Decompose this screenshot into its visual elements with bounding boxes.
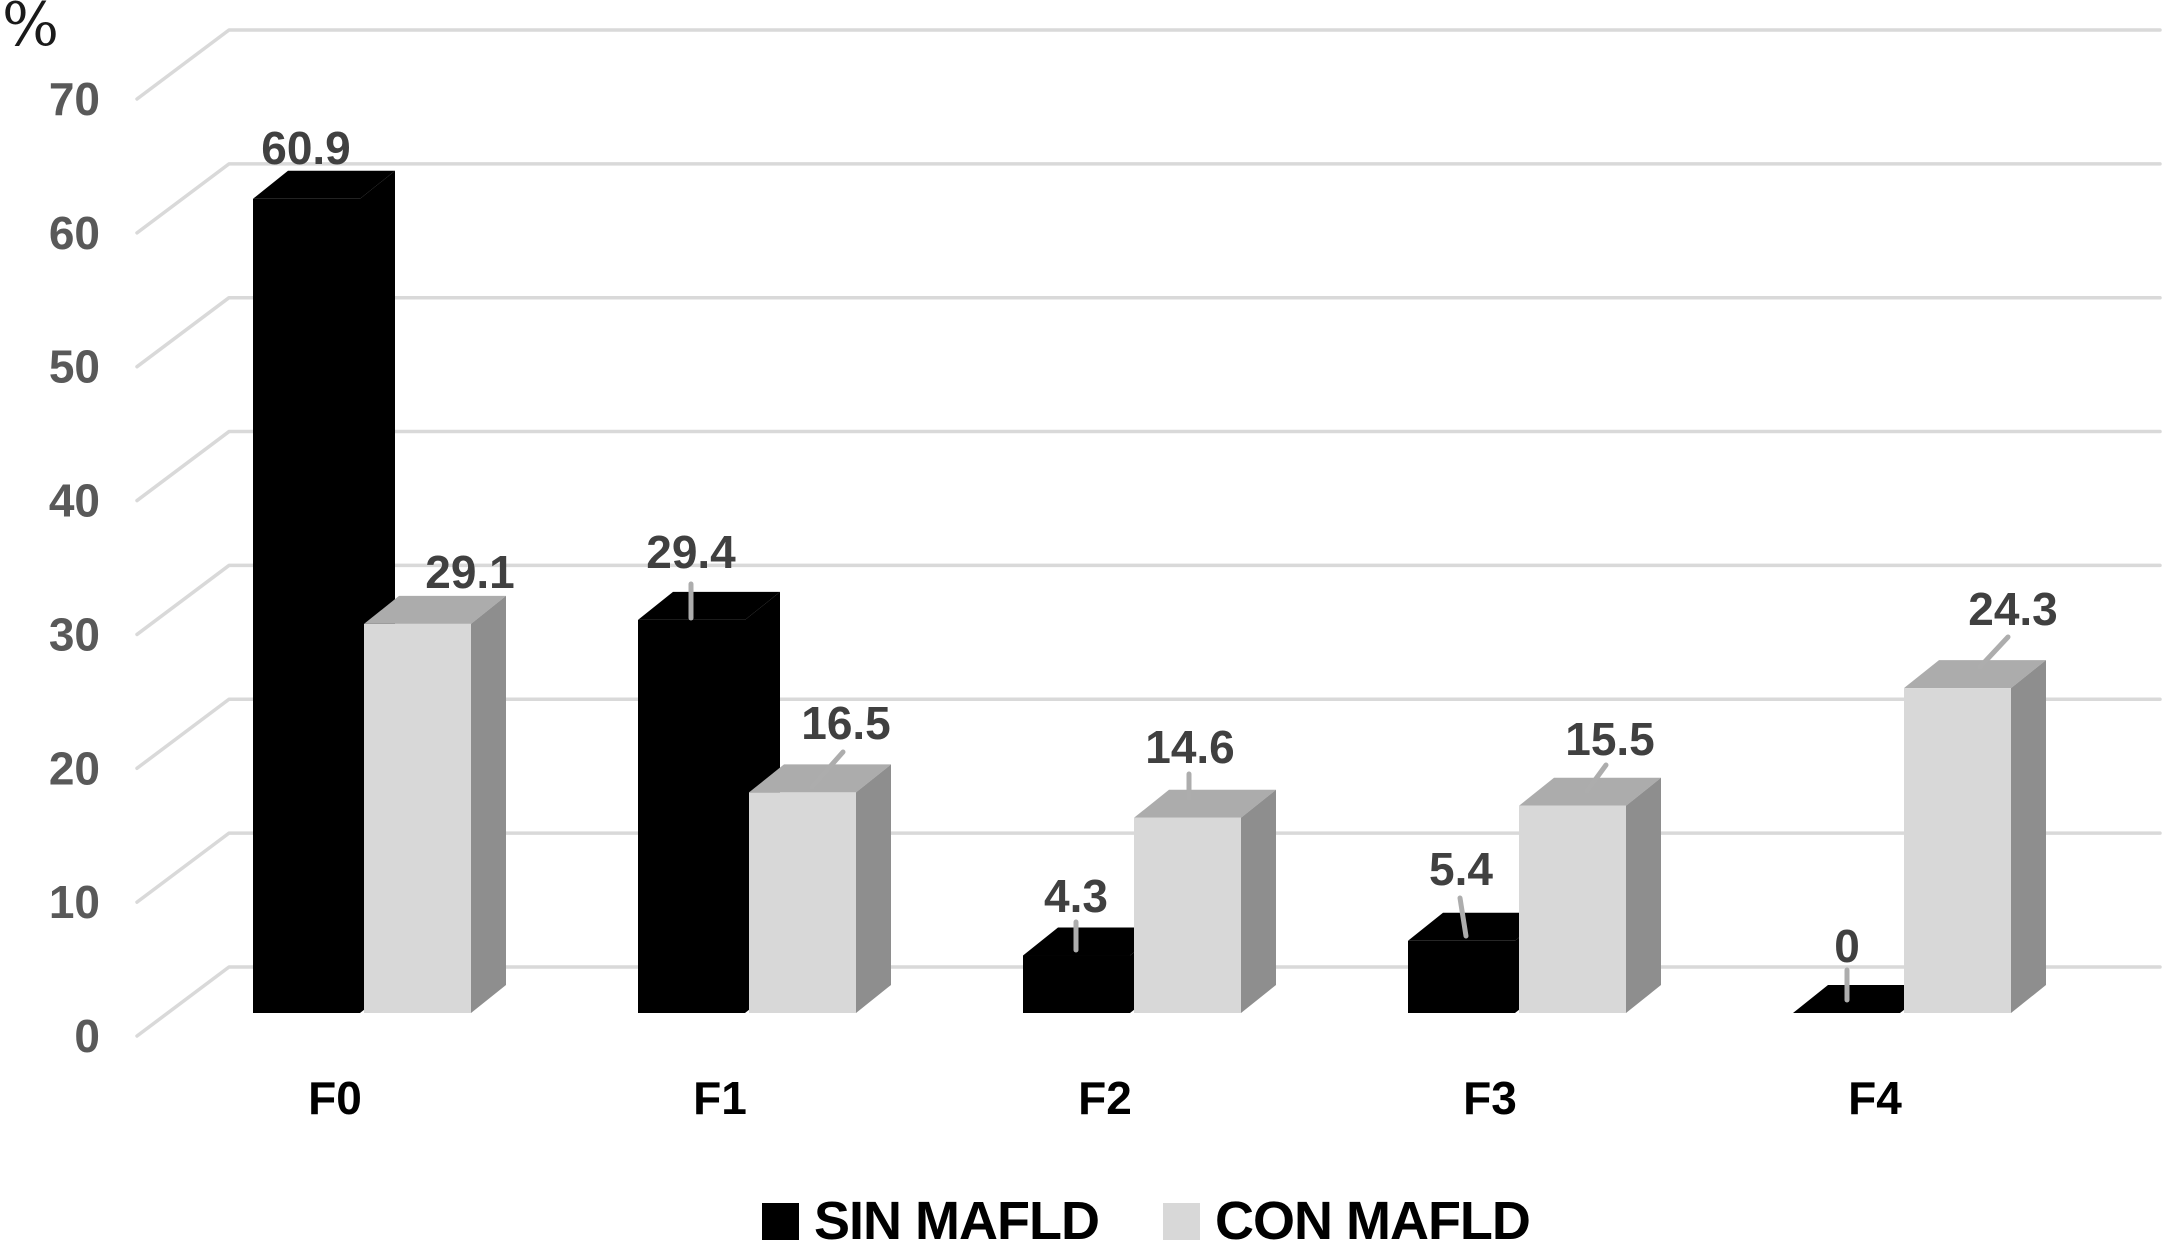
category-label-f2: F2 bbox=[1078, 1072, 1132, 1124]
data-label-leader bbox=[809, 749, 846, 790]
legend-label-con-mafld: CON MAFLD bbox=[1214, 1191, 1531, 1241]
bar-con-mafld-f0 bbox=[364, 595, 506, 1013]
data-labels: 60.9 29.4 4.3 5.4 0 29.1 16.5 14.6 15.5 24.3 bbox=[261, 122, 2058, 972]
data-label-con-mafld-f0: 29.1 bbox=[425, 546, 515, 598]
gridline-40 bbox=[135, 429, 2162, 503]
data-label-con-mafld-f3: 15.5 bbox=[1565, 713, 1655, 765]
legend-swatch-sin-mafld bbox=[762, 1202, 799, 1240]
gridline-10 bbox=[135, 831, 2162, 904]
y-axis-unit-label: % bbox=[2, 0, 60, 60]
category-label-f1: F1 bbox=[693, 1072, 747, 1124]
legend-item-sin-mafld: SIN MAFLD bbox=[762, 1190, 1100, 1241]
legend-item-con-mafld: CON MAFLD bbox=[1162, 1190, 1531, 1241]
bar-front-face bbox=[253, 198, 360, 1014]
bar-con-mafld-f1 bbox=[749, 764, 891, 1013]
bar-front-face bbox=[749, 792, 856, 1013]
bar-top-face bbox=[1408, 912, 1550, 941]
y-tick-label-70: 70 bbox=[49, 73, 100, 125]
bar-front-face bbox=[638, 619, 745, 1013]
bar-sin-mafld-f4 bbox=[1793, 985, 1935, 1013]
data-label-leader-lines bbox=[688, 581, 2011, 1003]
bar-con-mafld-f4 bbox=[1904, 660, 2046, 1013]
legend-swatch-con-mafld bbox=[1162, 1202, 1200, 1240]
data-label-con-mafld-f2: 14.6 bbox=[1145, 721, 1235, 773]
y-tick-label-10: 10 bbox=[49, 876, 100, 928]
data-label-con-mafld-f1: 16.5 bbox=[801, 697, 891, 749]
y-tick-label-40: 40 bbox=[49, 475, 100, 527]
bar-top-face bbox=[1519, 777, 1661, 806]
data-label-sin-mafld-f0: 60.9 bbox=[261, 122, 351, 174]
bar-top-face bbox=[1904, 660, 2046, 689]
data-label-leader bbox=[1977, 634, 2011, 670]
bar-front-face bbox=[1408, 940, 1515, 1013]
bar-side-face bbox=[1241, 789, 1276, 1013]
category-label-f0: F0 bbox=[308, 1072, 362, 1124]
bar-front-face bbox=[1904, 688, 2011, 1013]
bar-front-face bbox=[1519, 805, 1626, 1013]
y-tick-label-30: 30 bbox=[49, 608, 100, 660]
gridlines bbox=[135, 28, 2162, 1038]
bar-side-face bbox=[856, 764, 891, 1013]
legend: SIN MAFLD CON MAFLD bbox=[762, 1190, 1531, 1241]
bars bbox=[253, 170, 2046, 1014]
bar-side-face bbox=[1626, 777, 1661, 1013]
bar-top-face bbox=[1793, 985, 1935, 1013]
bar-top-face bbox=[638, 591, 780, 620]
x-axis-category-labels: F0 F1 F2 F3 F4 bbox=[308, 1072, 1902, 1124]
data-label-sin-mafld-f1: 29.4 bbox=[646, 526, 736, 578]
gridline-70 bbox=[135, 28, 2162, 101]
gridline-50 bbox=[135, 295, 2162, 369]
bar-con-mafld-f2 bbox=[1134, 789, 1276, 1013]
y-tick-label-50: 50 bbox=[49, 341, 100, 393]
data-label-sin-mafld-f3: 5.4 bbox=[1429, 843, 1493, 895]
data-label-leader bbox=[1457, 895, 1469, 939]
data-label-leader bbox=[1584, 762, 1609, 794]
bar-top-face bbox=[1023, 927, 1165, 956]
bar-top-face bbox=[1134, 789, 1276, 818]
bar-top-face bbox=[364, 595, 506, 624]
bar-side-face bbox=[471, 595, 506, 1013]
legend-label-sin-mafld: SIN MAFLD bbox=[814, 1191, 1100, 1241]
data-label-sin-mafld-f4: 0 bbox=[1834, 920, 1860, 972]
y-tick-label-20: 20 bbox=[49, 742, 100, 794]
data-label-con-mafld-f4: 24.3 bbox=[1968, 583, 2058, 635]
y-tick-label-60: 60 bbox=[49, 207, 100, 259]
bar-con-mafld-f3 bbox=[1519, 777, 1661, 1013]
bar-front-face bbox=[1023, 955, 1130, 1013]
bar-top-face bbox=[253, 170, 395, 199]
y-axis-tick-labels: 0 10 20 30 40 50 60 70 bbox=[49, 73, 100, 1062]
category-label-f3: F3 bbox=[1463, 1072, 1517, 1124]
bar-side-face bbox=[2011, 660, 2046, 1013]
y-tick-label-0: 0 bbox=[74, 1010, 100, 1062]
gridline-60 bbox=[135, 162, 2162, 235]
gridline-20 bbox=[135, 697, 2162, 771]
gridline-30 bbox=[135, 563, 2162, 637]
bar-front-face bbox=[364, 623, 471, 1013]
data-label-sin-mafld-f2: 4.3 bbox=[1044, 870, 1108, 922]
bar-front-face bbox=[1134, 817, 1241, 1013]
category-label-f4: F4 bbox=[1848, 1072, 1902, 1124]
